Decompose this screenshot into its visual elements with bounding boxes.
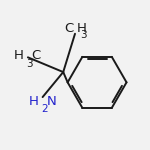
Text: 3: 3 [26,59,33,69]
Text: H: H [76,22,86,35]
Text: C: C [32,49,41,62]
Text: 3: 3 [80,30,87,40]
Text: 2: 2 [41,104,48,114]
Text: H: H [28,95,38,108]
Text: C: C [64,22,74,35]
Text: N: N [46,95,56,108]
Text: H: H [14,49,23,62]
